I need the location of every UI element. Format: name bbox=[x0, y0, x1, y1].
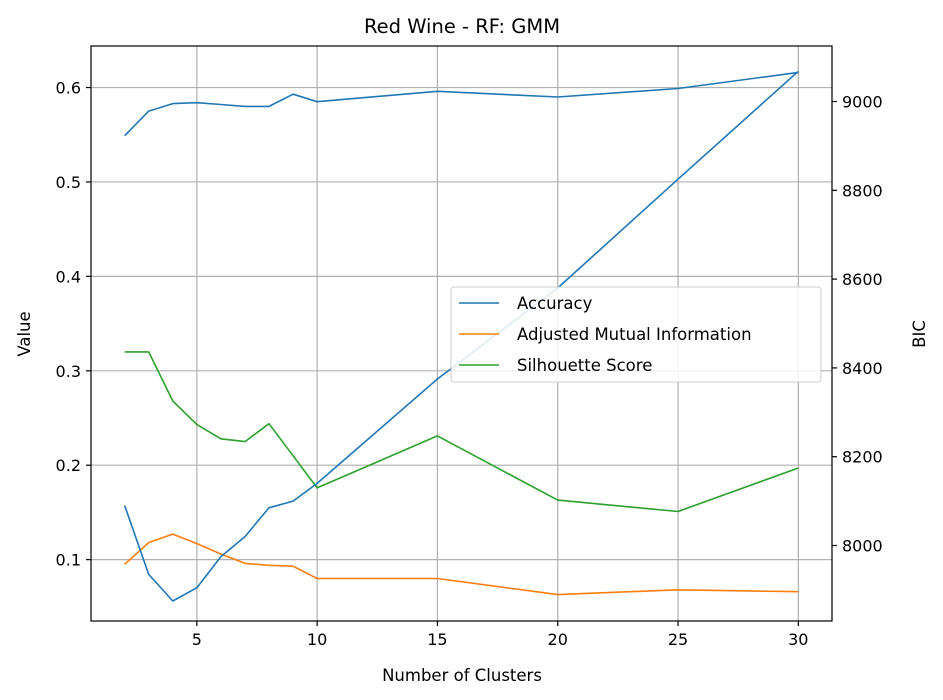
legend: Accuracy Adjusted Mutual Information Silho… bbox=[450, 286, 822, 383]
y2-tick-label: 8600 bbox=[842, 270, 883, 289]
chart-title: Red Wine - RF: GMM bbox=[364, 15, 560, 38]
x-tick-label: 20 bbox=[548, 630, 568, 649]
y2-tick-label: 8200 bbox=[842, 448, 883, 467]
y-axis-right: 8000 8200 8400 8600 8800 9000 bbox=[832, 93, 883, 556]
y2-tick-label: 8400 bbox=[842, 359, 883, 378]
y-axis-label: Value bbox=[15, 311, 34, 356]
y-tick-label: 0.1 bbox=[56, 551, 81, 570]
y-tick-label: 0.4 bbox=[56, 267, 81, 286]
legend-box bbox=[450, 286, 822, 383]
y-tick-label: 0.5 bbox=[56, 173, 81, 192]
y-axis-left: 0.1 0.2 0.3 0.4 0.5 0.6 bbox=[56, 79, 91, 570]
y-tick-label: 0.3 bbox=[56, 362, 81, 381]
series-line-adjusted-mutual-information bbox=[124, 533, 799, 596]
legend-label-adjusted-mutual-information: Adjusted Mutual Information bbox=[517, 325, 752, 344]
x-tick-label: 10 bbox=[307, 630, 327, 649]
series-line-silhouette-score bbox=[124, 351, 799, 513]
y2-tick-label: 8000 bbox=[842, 537, 883, 556]
series-line-accuracy bbox=[124, 71, 799, 137]
y2-tick-label: 9000 bbox=[842, 93, 883, 112]
y2-tick-label: 8800 bbox=[842, 181, 883, 200]
x-tick-label: 25 bbox=[668, 630, 688, 649]
x-axis-label: Number of Clusters bbox=[382, 666, 542, 685]
legend-label-accuracy: Accuracy bbox=[517, 294, 593, 313]
y-tick-label: 0.6 bbox=[56, 79, 81, 98]
x-tick-label: 30 bbox=[788, 630, 808, 649]
y2-axis-label: BIC bbox=[910, 320, 929, 348]
x-tick-label: 15 bbox=[427, 630, 447, 649]
x-axis: 5 10 15 20 25 30 bbox=[192, 621, 808, 649]
y-tick-label: 0.2 bbox=[56, 456, 81, 475]
grid bbox=[91, 46, 832, 621]
legend-label-silhouette-score: Silhouette Score bbox=[517, 356, 652, 375]
plot-frame bbox=[90, 45, 833, 622]
x-tick-label: 5 bbox=[192, 630, 202, 649]
